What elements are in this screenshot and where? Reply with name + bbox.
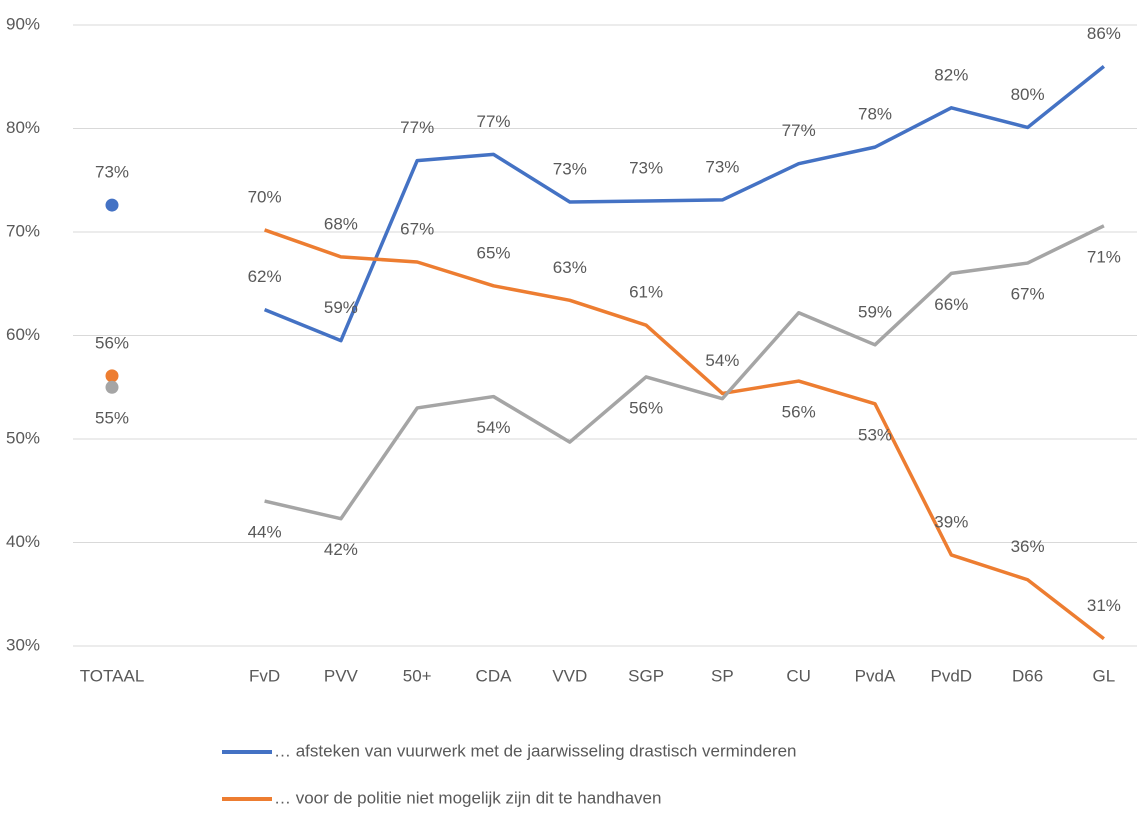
y-tick-label: 90% [6, 14, 40, 33]
x-tick-label: 50+ [403, 666, 432, 685]
y-tick-label: 80% [6, 118, 40, 137]
x-tick-label: GL [1093, 666, 1116, 685]
data-label: 78% [858, 105, 892, 124]
data-label: 73% [553, 159, 587, 178]
data-label: 36% [1011, 537, 1045, 556]
data-label: 73% [95, 163, 129, 182]
data-label: 77% [400, 118, 434, 137]
data-label: 80% [1011, 85, 1045, 104]
data-label: 61% [629, 283, 663, 302]
data-label: 54% [476, 418, 510, 437]
x-tick-label: VVD [552, 666, 587, 685]
legend-label: … voor de politie niet mogelijk zijn dit… [274, 788, 661, 807]
data-label: 71% [1087, 247, 1121, 266]
data-label: 86% [1087, 24, 1121, 43]
data-label: 42% [324, 540, 358, 559]
x-tick-label: SP [711, 666, 734, 685]
series-line [263, 65, 1105, 343]
data-label: 77% [476, 112, 510, 131]
data-label: 66% [934, 295, 968, 314]
data-label: 55% [95, 409, 129, 428]
x-tick-label: CDA [476, 666, 513, 685]
series-line [264, 224, 1105, 521]
data-label: 56% [782, 403, 816, 422]
data-label: 73% [629, 158, 663, 177]
point [105, 198, 119, 212]
series-line [264, 228, 1105, 641]
y-tick-label: 30% [6, 635, 40, 654]
y-tick-label: 60% [6, 325, 40, 344]
data-label: 82% [934, 65, 968, 84]
data-label: 70% [248, 187, 282, 206]
data-label: 65% [476, 243, 510, 262]
x-tick-label: PvdD [931, 666, 973, 685]
x-tick-label: PVV [324, 666, 359, 685]
data-label: 67% [1011, 285, 1045, 304]
data-label: 67% [400, 219, 434, 238]
x-tick-label: TOTAAL [80, 666, 145, 685]
y-tick-label: 50% [6, 428, 40, 447]
point [105, 380, 119, 394]
point [105, 369, 119, 383]
legend-label: … afsteken van vuurwerk met de jaarwisse… [274, 741, 797, 760]
x-tick-label: PvdA [855, 666, 896, 685]
data-label: 56% [95, 333, 129, 352]
data-label: 59% [858, 302, 892, 321]
data-label: 73% [705, 157, 739, 176]
data-label: 59% [324, 298, 358, 317]
x-tick-label: FvD [249, 666, 280, 685]
x-tick-label: CU [786, 666, 811, 685]
data-label: 44% [248, 523, 282, 542]
x-tick-label: SGP [628, 666, 664, 685]
data-label: 54% [705, 351, 739, 370]
data-label: 39% [934, 512, 968, 531]
data-label: 53% [858, 425, 892, 444]
y-tick-label: 70% [6, 221, 40, 240]
y-tick-label: 40% [6, 532, 40, 551]
data-label: 56% [629, 398, 663, 417]
x-tick-label: D66 [1012, 666, 1043, 685]
data-label: 31% [1087, 596, 1121, 615]
data-label: 62% [248, 267, 282, 286]
data-label: 68% [324, 214, 358, 233]
data-label: 63% [553, 258, 587, 277]
data-label: 77% [782, 121, 816, 140]
